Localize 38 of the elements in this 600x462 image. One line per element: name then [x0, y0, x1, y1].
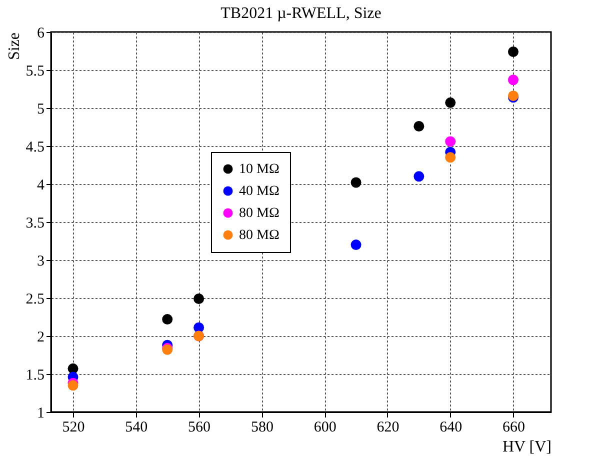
y-tick-label: 4.5	[26, 140, 44, 156]
legend-label: 80 MΩ	[239, 206, 280, 221]
x-tick-label: 560	[188, 420, 211, 436]
x-tick-label: 540	[125, 420, 148, 436]
y-tick-label: 5.5	[26, 64, 44, 80]
point	[414, 171, 424, 182]
x-tick-label: 660	[502, 420, 526, 436]
legend-label: 40 MΩ	[239, 184, 280, 199]
x-tick-label: 640	[440, 420, 462, 436]
y-tick-label: 2	[37, 330, 44, 346]
point	[68, 380, 78, 391]
point	[162, 314, 173, 325]
y-tick-label: 3.5	[26, 216, 44, 232]
chart-title: TB2021 µ-RWELL, Size	[220, 5, 382, 22]
y-tick-label: 1	[37, 406, 44, 422]
y-tick-label: 1.5	[26, 368, 44, 384]
y-tick-label: 2.5	[26, 292, 44, 308]
point	[508, 74, 519, 86]
y-tick-label: 4	[37, 178, 45, 194]
point	[414, 121, 424, 132]
y-tick-label: 5	[37, 102, 44, 118]
point	[194, 294, 204, 304]
x-tick-label: 620	[376, 420, 400, 436]
point	[350, 240, 362, 250]
x-tick-label: 580	[250, 420, 274, 436]
point	[445, 152, 456, 163]
point	[508, 46, 519, 57]
legend-label: 80 MΩ	[239, 228, 280, 243]
point	[445, 136, 456, 147]
point	[350, 177, 362, 188]
y-tick-label: 3	[37, 254, 44, 270]
y-axis-title: Size	[6, 32, 23, 60]
x-tick-label: 600	[314, 420, 336, 436]
y-tick-label: 6	[37, 26, 45, 42]
point	[445, 97, 456, 108]
x-axis-title: HV [V]	[502, 438, 552, 456]
legend-label: 10 MΩ	[239, 162, 280, 177]
x-tick-label: 520	[62, 420, 85, 436]
